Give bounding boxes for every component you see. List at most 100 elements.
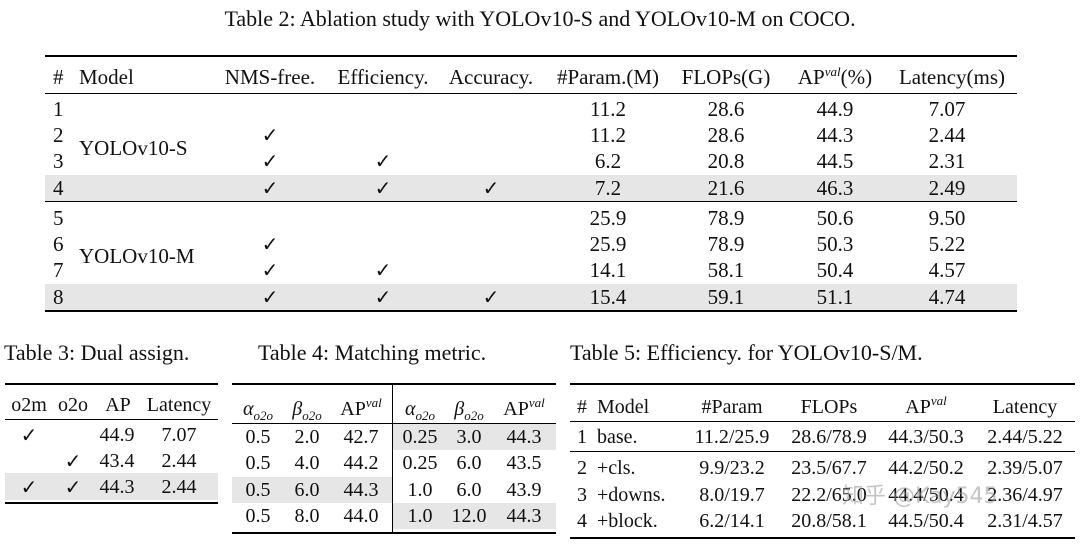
params-cell: 15.4 — [589, 285, 627, 309]
table2-bottom-rule — [45, 310, 1017, 312]
ap-cell: 44.9 — [816, 97, 854, 121]
latency-cell: 2.44/5.22 — [987, 426, 1063, 448]
ap-cell: 42.7 — [343, 426, 379, 448]
table4-bottom-rule — [232, 532, 556, 534]
t4-h-alpha2: αo2o — [405, 398, 435, 423]
row-idx: 4 — [577, 510, 587, 532]
ap-cell: 44.3 — [99, 476, 135, 498]
table3-highlight-row — [5, 473, 218, 500]
t5-h-model: Model — [597, 396, 650, 418]
nms-check: ✓ — [261, 232, 279, 256]
ap-cell: 44.3 — [506, 505, 542, 527]
t3-h-latency: Latency — [146, 394, 212, 416]
beta-cell: 8.0 — [294, 505, 320, 527]
flops-cell: 22.2/65.0 — [791, 484, 867, 506]
alpha-cell: 0.25 — [402, 426, 438, 448]
t4-h-alpha1: αo2o — [243, 398, 273, 423]
flops-cell: 59.1 — [707, 285, 745, 309]
row-idx: 7 — [53, 258, 64, 282]
alpha-cell: 0.5 — [245, 426, 271, 448]
ap-cell: 51.1 — [816, 285, 854, 309]
t5-h-idx: # — [577, 396, 587, 418]
params-cell: 14.1 — [589, 258, 627, 282]
t2-model-m: YOLOv10-M — [79, 244, 195, 268]
alpha-cell: 1.0 — [407, 479, 433, 501]
alpha-cell: 0.5 — [245, 452, 271, 474]
flops-cell: 78.9 — [707, 232, 745, 256]
flops-cell: 78.9 — [707, 206, 745, 230]
params-cell: 25.9 — [589, 232, 627, 256]
t2-h-acc: Accuracy. — [448, 65, 534, 89]
ap-cell: 44.3 — [343, 479, 379, 501]
t2-h-idx: # — [53, 65, 64, 89]
table4-highlight-l3 — [232, 477, 392, 503]
ap-cell: 44.5 — [816, 149, 854, 173]
eff-check: ✓ — [374, 149, 392, 173]
flops-cell: 23.5/67.7 — [791, 457, 867, 479]
beta-cell: 6.0 — [456, 452, 482, 474]
flops-cell: 21.6 — [707, 176, 745, 200]
model-cell: +cls. — [597, 457, 636, 479]
o2m-check: ✓ — [20, 475, 38, 499]
flops-cell: 28.6 — [707, 123, 745, 147]
row-idx: 4 — [53, 176, 64, 200]
ap-cell: 43.9 — [506, 479, 542, 501]
beta-cell: 6.0 — [456, 479, 482, 501]
beta-cell: 12.0 — [451, 505, 487, 527]
t5-h-params: #Param — [701, 396, 763, 418]
o2o-check: ✓ — [64, 475, 82, 499]
nms-check: ✓ — [261, 285, 279, 309]
nms-check: ✓ — [261, 123, 279, 147]
model-cell: +block. — [597, 510, 658, 532]
latency-cell: 2.44 — [928, 123, 966, 147]
table2-caption: Table 2: Ablation study with YOLOv10-S a… — [224, 6, 856, 31]
t3-h-o2m: o2m — [11, 394, 47, 416]
flops-cell: 20.8 — [707, 149, 745, 173]
params-cell: 11.2 — [590, 123, 626, 147]
t4-h-beta1: βo2o — [292, 398, 322, 423]
t4-h-ap1: APval — [340, 395, 382, 420]
latency-cell: 2.44 — [161, 476, 197, 498]
params-cell: 25.9 — [589, 206, 627, 230]
row-idx: 3 — [577, 484, 587, 506]
beta-cell: 6.0 — [294, 479, 320, 501]
latency-cell: 2.31/4.57 — [987, 510, 1063, 532]
table5-bottom-rule — [570, 537, 1075, 539]
t4-h-beta2: βo2o — [454, 398, 484, 423]
latency-cell: 2.31 — [928, 149, 966, 173]
params-cell: 11.2/25.9 — [694, 426, 770, 448]
ap-cell: 50.3 — [816, 232, 854, 256]
latency-cell: 5.22 — [928, 232, 966, 256]
beta-cell: 4.0 — [294, 452, 320, 474]
latency-cell: 2.36/4.97 — [987, 484, 1063, 506]
t3-h-ap: AP — [105, 394, 131, 416]
ap-cell: 44.4/50.4 — [888, 484, 964, 506]
table4-header-rule — [232, 423, 556, 424]
flops-cell: 28.6/78.9 — [791, 426, 867, 448]
row-idx: 8 — [53, 285, 64, 309]
ap-cell: 50.6 — [816, 206, 854, 230]
flops-cell: 20.8/58.1 — [791, 510, 867, 532]
ap-cell: 46.3 — [816, 176, 854, 200]
model-cell: base. — [597, 426, 638, 448]
ap-cell: 44.2/50.2 — [888, 457, 964, 479]
table3-caption: Table 3: Dual assign. — [4, 340, 190, 365]
acc-check: ✓ — [482, 285, 500, 309]
t2-h-eff: Efficiency. — [337, 65, 429, 89]
table3-header-rule — [5, 419, 218, 420]
alpha-cell: 0.5 — [245, 479, 271, 501]
t4-h-ap2: APval — [503, 395, 545, 420]
ap-cell: 44.3 — [506, 426, 542, 448]
latency-cell: 7.07 — [928, 97, 966, 121]
eff-check: ✓ — [374, 285, 392, 309]
ap-cell: 44.2 — [343, 452, 379, 474]
table4-highlight-r4 — [392, 503, 556, 529]
beta-cell: 2.0 — [294, 426, 320, 448]
beta-cell: 3.0 — [456, 426, 482, 448]
ap-cell: 43.5 — [506, 452, 542, 474]
latency-cell: 2.44 — [161, 450, 197, 472]
table2-highlight-row4 — [45, 175, 1017, 201]
ap-cell: 44.3 — [816, 123, 854, 147]
flops-cell: 28.6 — [707, 97, 745, 121]
table4-top-rule — [232, 383, 556, 385]
